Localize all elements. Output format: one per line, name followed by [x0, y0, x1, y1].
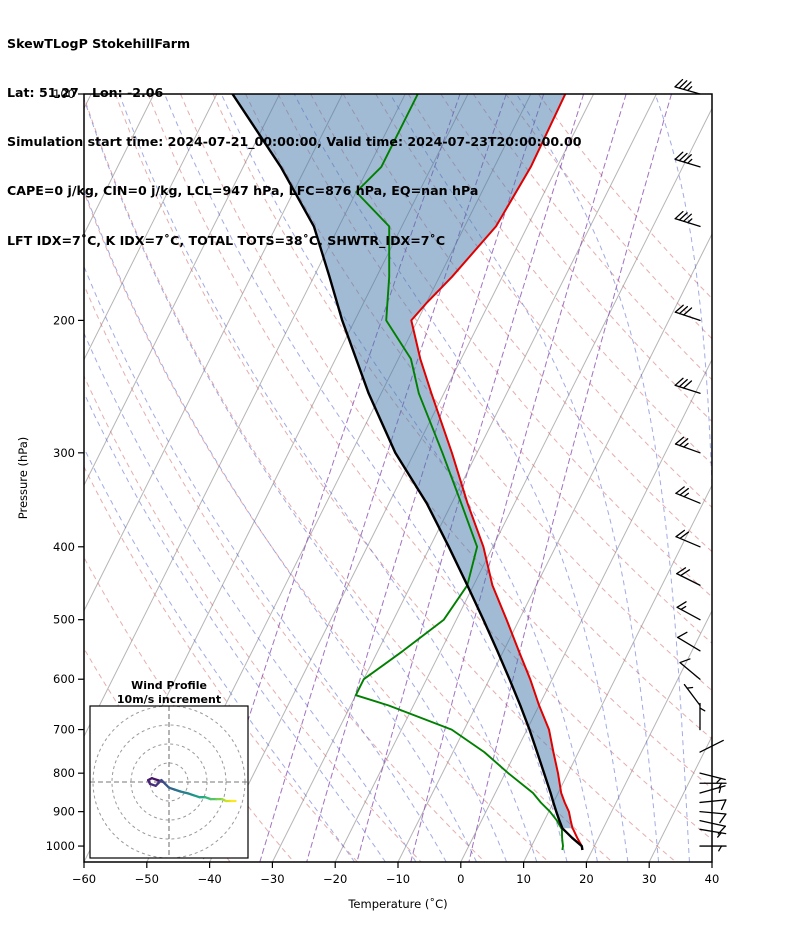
sounding-curves [231, 94, 584, 851]
wind-barb [699, 811, 727, 824]
wind-barb [674, 151, 701, 168]
y-axis-label: Pressure (hPa) [16, 437, 30, 520]
wind-barb [676, 601, 701, 621]
wind-barb [699, 772, 726, 784]
cape-cin-line: CAPE=0 j/kg, CIN=0 j/kg, LCL=947 hPa, LF… [7, 183, 479, 199]
wind-barb [699, 799, 727, 811]
x-tick-label: −20 [323, 872, 347, 886]
hodograph-title: Wind Profile [131, 679, 207, 692]
y-tick-label: 600 [53, 672, 75, 686]
lat-lon-line: Lat: 51.27 Lon: -2.06 [7, 85, 164, 101]
x-tick-label: 10 [516, 872, 531, 886]
wind-barb [699, 739, 724, 753]
y-tick-label: 200 [53, 313, 75, 327]
x-tick-label: −60 [72, 872, 96, 886]
wind-barb [674, 436, 701, 454]
wind-barb [674, 210, 701, 228]
wind-barb [699, 819, 727, 835]
wind-barb [683, 683, 701, 707]
x-tick-label: 20 [579, 872, 594, 886]
wind-barb [676, 567, 701, 586]
wind-barb-column [674, 78, 727, 852]
wind-barb [675, 486, 701, 504]
hodograph-inset [89, 705, 249, 859]
indices-line: LFT IDX=7˚C, K IDX=7˚C, TOTAL TOTS=38˚C,… [7, 232, 446, 248]
hodograph-border [89, 705, 249, 859]
wind-barb [677, 631, 701, 652]
wind-barb [674, 78, 701, 95]
hodograph-subtitle: 10m/s increment [117, 693, 221, 706]
wind-barb [674, 304, 701, 322]
y-tick-label: 300 [53, 446, 75, 460]
plot-title: SkewTLogP StokehillFarm [7, 35, 191, 51]
temperature-curve [410, 94, 584, 851]
y-tick-label: 500 [53, 613, 75, 627]
y-tick-label: 700 [53, 723, 75, 737]
wind-barb [674, 377, 701, 394]
header-block: SkewTLogP StokehillFarm Lat: 51.27 Lon: … [7, 3, 581, 282]
y-tick-label: 1000 [46, 839, 75, 853]
dewpoint-curve [354, 94, 564, 851]
time-line: Simulation start time: 2024-07-21_00:00:… [7, 134, 582, 150]
x-axis-label: Temperature (˚C) [347, 896, 447, 911]
wind-barb [699, 845, 727, 852]
parcel-curve [231, 94, 584, 851]
wind-barb [699, 702, 706, 731]
y-tick-label: 100 [53, 87, 75, 101]
x-tick-label: −40 [197, 872, 221, 886]
x-tick-label: −10 [386, 872, 410, 886]
shaded-area-group [232, 94, 573, 829]
wind-barb [699, 782, 727, 789]
x-tick-label: −50 [135, 872, 159, 886]
y-tick-label: 800 [53, 766, 75, 780]
parcel-env-shading [232, 94, 573, 829]
y-tick-label: 400 [53, 540, 75, 554]
wind-barb [675, 529, 701, 548]
x-tick-label: −30 [260, 872, 284, 886]
hodograph-trace-segment [179, 790, 190, 795]
wind-barb [679, 658, 701, 680]
wind-barb [699, 828, 727, 838]
y-tick-label: 900 [53, 805, 75, 819]
x-tick-label: 40 [705, 872, 720, 886]
x-tick-label: 0 [457, 872, 464, 886]
x-tick-label: 30 [642, 872, 657, 886]
wind-barb [699, 785, 726, 794]
